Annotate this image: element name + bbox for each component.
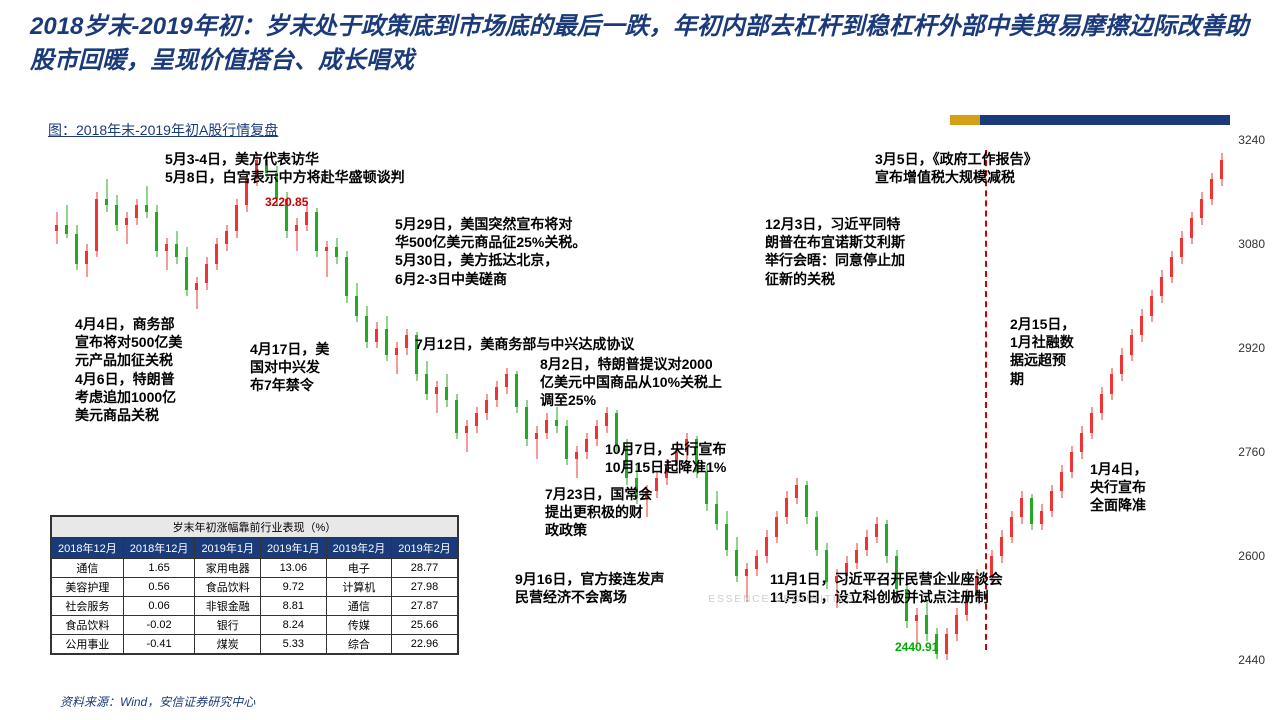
table-header: 2019年1月 (261, 538, 327, 559)
page-title: 2018岁末-2019年初：岁末处于政策底到市场底的最后一跌，年初内部去杠杆到稳… (0, 0, 1280, 87)
event-annotation: 2月15日，1月社融数据远超预期 (1010, 315, 1075, 388)
table-row: 美容护理0.56食品饮料9.72计算机27.98 (52, 578, 458, 597)
table-cell: 8.81 (261, 597, 327, 616)
event-annotation: 3月5日，《政府工作报告》宣布增值税大规模减税 (875, 150, 1038, 186)
table-header: 2019年2月 (326, 538, 392, 559)
table-cell: 1.65 (123, 559, 195, 578)
table-cell: 通信 (52, 559, 124, 578)
table-cell: 综合 (326, 635, 392, 654)
table-cell: 5.33 (261, 635, 327, 654)
event-annotation: 10月7日，央行宣布10月15日起降准1% (605, 440, 726, 476)
table-cell: 公用事业 (52, 635, 124, 654)
table-cell: 电子 (326, 559, 392, 578)
table-cell: 非银金融 (195, 597, 261, 616)
table-cell: 传媒 (326, 616, 392, 635)
table-cell: 食品饮料 (195, 578, 261, 597)
table-row: 公用事业-0.41煤炭5.33综合22.96 (52, 635, 458, 654)
source-text: 资料来源：Wind，安信证券研究中心 (60, 693, 255, 710)
table-cell: -0.02 (123, 616, 195, 635)
table-cell: 0.56 (123, 578, 195, 597)
table-cell: 22.96 (392, 635, 458, 654)
event-annotation: 4月17日，美国对中兴发布7年禁令 (250, 340, 329, 395)
table-caption: 岁末年初涨幅靠前行业表现（%） (51, 516, 458, 537)
event-annotation: 4月4日，商务部宣布将对500亿美元产品加征关税4月6日，特朗普考虑追加1000… (75, 315, 182, 424)
event-annotation: 7月12日，美商务部与中兴达成协议 (415, 335, 634, 353)
table-cell: 银行 (195, 616, 261, 635)
table-header: 2019年1月 (195, 538, 261, 559)
table-cell: 通信 (326, 597, 392, 616)
table-cell: 28.77 (392, 559, 458, 578)
table-cell: 煤炭 (195, 635, 261, 654)
event-annotation: 5月29日，美国突然宣布将对华500亿美元商品征25%关税。5月30日，美方抵达… (395, 215, 586, 288)
table-row: 社会服务0.06非银金融8.81通信27.87 (52, 597, 458, 616)
table-cell: 27.87 (392, 597, 458, 616)
table-cell: 计算机 (326, 578, 392, 597)
chart-subtitle: 图：2018年末-2019年初A股行情复盘 (48, 120, 278, 140)
accent-bar (950, 115, 1230, 125)
peak-label: 3220.85 (265, 195, 308, 209)
table-cell: 美容护理 (52, 578, 124, 597)
table-cell: 0.06 (123, 597, 195, 616)
performance-table: 岁末年初涨幅靠前行业表现（%） 2018年12月2018年12月2019年1月2… (50, 515, 459, 655)
table-row: 通信1.65家用电器13.06电子28.77 (52, 559, 458, 578)
table-cell: 13.06 (261, 559, 327, 578)
event-annotation: 5月3-4日，美方代表访华5月8日，白宫表示中方将赴华盛顿谈判 (165, 150, 405, 186)
event-annotation: 8月2日，特朗普提议对2000亿美元中国商品从10%关税上调至25% (540, 355, 722, 410)
table-cell: 社会服务 (52, 597, 124, 616)
table-header: 2018年12月 (52, 538, 124, 559)
table-cell: 8.24 (261, 616, 327, 635)
table-cell: 25.66 (392, 616, 458, 635)
table-cell: 食品饮料 (52, 616, 124, 635)
event-annotation: 9月16日，官方接连发声民营经济不会离场 (515, 570, 664, 606)
table-row: 食品饮料-0.02银行8.24传媒25.66 (52, 616, 458, 635)
table-cell: 27.98 (392, 578, 458, 597)
event-annotation: 7月23日，国常会提出更积极的财政政策 (545, 485, 652, 540)
event-annotation: 1月4日，央行宣布全面降准 (1090, 460, 1148, 515)
table-cell: -0.41 (123, 635, 195, 654)
table-cell: 家用电器 (195, 559, 261, 578)
table-header: 2018年12月 (123, 538, 195, 559)
table-header: 2019年2月 (392, 538, 458, 559)
trough-label: 2440.91 (895, 640, 938, 654)
table-cell: 9.72 (261, 578, 327, 597)
watermark: ESSENCE SECURITIES (708, 594, 855, 605)
event-annotation: 12月3日，习近平同特朗普在布宜诺斯艾利斯举行会晤：同意停止加征新的关税 (765, 215, 905, 288)
